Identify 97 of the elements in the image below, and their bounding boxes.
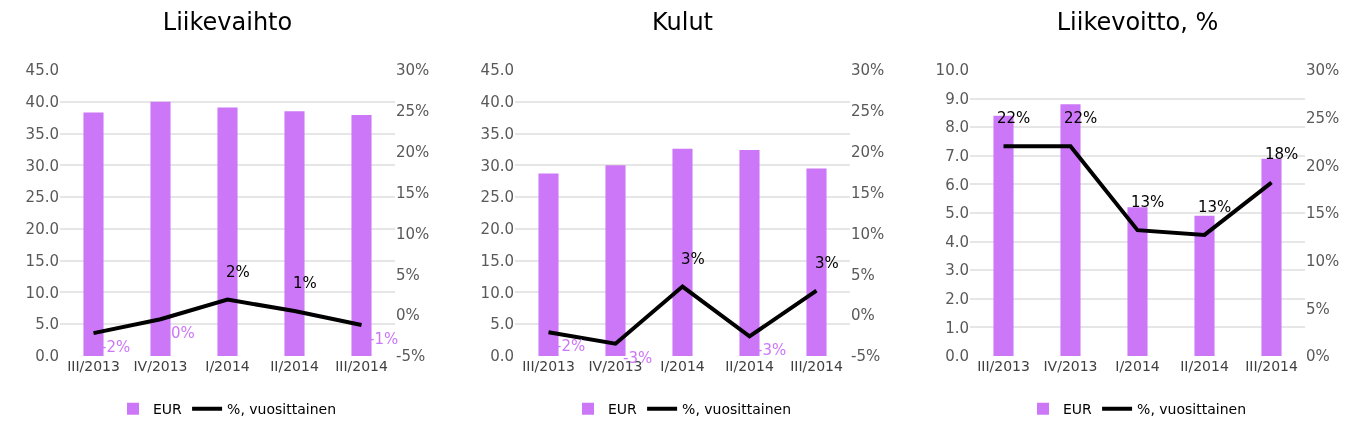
y-tick-label: 40.0 — [480, 93, 514, 112]
y-tick-label: 10.0 — [935, 61, 969, 80]
y2-tick-label: 15% — [1306, 204, 1340, 223]
data-label: 22% — [1064, 109, 1098, 127]
y-tick-label: 5.0 — [945, 204, 969, 223]
legend-label: %, vuosittainen — [682, 401, 792, 418]
y-tick-label: 1.0 — [945, 318, 969, 337]
y2-tick-label: 30% — [851, 61, 885, 80]
y2-tick-label: 5% — [851, 265, 875, 284]
y2-tick-label: 5% — [396, 265, 420, 284]
data-label: -2% — [101, 338, 131, 356]
y2-tick-label: -5% — [396, 347, 426, 366]
x-tick-label: I/2014 — [205, 358, 250, 374]
x-tick-label: II/2014 — [1180, 358, 1229, 374]
y2-tick-label: 5% — [1306, 299, 1330, 318]
x-tick-label: IV/2013 — [1043, 358, 1098, 374]
y-tick-label: 45.0 — [480, 61, 514, 80]
data-label: 2% — [226, 263, 250, 281]
legend-label: %, vuosittainen — [1137, 401, 1247, 418]
y-tick-label: 45.0 — [25, 61, 59, 80]
y2-tick-label: 15% — [396, 183, 430, 202]
data-label: 1% — [293, 274, 317, 292]
legend-label: EUR — [1063, 401, 1093, 418]
x-tick-label: III/2014 — [1245, 358, 1298, 374]
y2-tick-label: 30% — [396, 61, 430, 80]
bar — [538, 173, 559, 356]
y-tick-label: 20.0 — [25, 220, 59, 239]
y2-tick-label: 20% — [396, 142, 430, 161]
legend-label: EUR — [608, 401, 638, 418]
y-tick-label: 10.0 — [480, 283, 514, 302]
bar — [1194, 215, 1215, 356]
y-tick-label: 5.0 — [35, 315, 59, 334]
data-label: 0% — [171, 324, 195, 342]
y2-tick-label: 25% — [851, 102, 885, 121]
line-series — [91, 297, 364, 336]
x-tick-label: III/2013 — [977, 358, 1030, 374]
y-tick-label: 25.0 — [480, 188, 514, 207]
y-tick-label: 40.0 — [25, 93, 59, 112]
bar — [1261, 158, 1282, 356]
y2-tick-label: 25% — [1306, 108, 1340, 127]
y2-tick-label: 20% — [1306, 156, 1340, 175]
chart-title: Liikevoitto, % — [1056, 8, 1219, 37]
y2-tick-label: -5% — [851, 347, 881, 366]
y-tick-label: 9.0 — [945, 89, 969, 108]
data-label: 13% — [1131, 193, 1165, 211]
bar — [1127, 207, 1148, 356]
chart-title: Kulut — [651, 8, 714, 37]
data-label: -1% — [369, 330, 399, 348]
chart-title: Liikevaihto — [162, 8, 293, 37]
y-tick-label: 25.0 — [25, 188, 59, 207]
y-tick-label: 0.0 — [945, 347, 969, 366]
data-label: -3% — [757, 341, 787, 359]
y-tick-label: 10.0 — [25, 283, 59, 302]
legend-label: %, vuosittainen — [227, 401, 337, 418]
y-tick-label: 7.0 — [945, 147, 969, 166]
x-tick-label: II/2014 — [270, 358, 319, 374]
y2-tick-label: 15% — [851, 183, 885, 202]
y-tick-label: 4.0 — [945, 232, 969, 251]
y2-tick-label: 10% — [396, 224, 430, 243]
y2-tick-label: 20% — [851, 142, 885, 161]
data-label: 3% — [681, 250, 705, 268]
y-tick-label: 35.0 — [480, 124, 514, 143]
x-tick-label: III/2013 — [522, 358, 575, 374]
y-tick-label: 0.0 — [35, 347, 59, 366]
data-label: 13% — [1198, 198, 1232, 216]
y-tick-label: 6.0 — [945, 175, 969, 194]
y2-tick-label: 0% — [1306, 347, 1330, 366]
y-tick-label: 0.0 — [490, 347, 514, 366]
bar — [739, 150, 760, 356]
y2-tick-label: 0% — [396, 306, 420, 325]
y-tick-label: 3.0 — [945, 261, 969, 280]
y-tick-label: 15.0 — [480, 251, 514, 270]
data-label: -2% — [556, 337, 586, 355]
y2-tick-label: 10% — [1306, 251, 1340, 270]
y2-tick-label: 30% — [1306, 61, 1340, 80]
y2-tick-label: 0% — [851, 306, 875, 325]
x-tick-label: III/2013 — [67, 358, 120, 374]
legend-label: EUR — [153, 401, 183, 418]
data-label: 3% — [815, 254, 839, 272]
y-tick-label: 2.0 — [945, 290, 969, 309]
y-tick-label: 15.0 — [25, 251, 59, 270]
y-tick-label: 30.0 — [25, 156, 59, 175]
y-tick-label: 35.0 — [25, 124, 59, 143]
x-tick-label: III/2014 — [790, 358, 843, 374]
y2-tick-label: 25% — [396, 102, 430, 121]
y-tick-label: 8.0 — [945, 118, 969, 137]
y-tick-label: 30.0 — [480, 156, 514, 175]
y-tick-label: 20.0 — [480, 220, 514, 239]
x-tick-label: III/2014 — [335, 358, 388, 374]
data-label: 22% — [997, 109, 1031, 127]
x-tick-label: I/2014 — [1115, 358, 1160, 374]
x-tick-label: IV/2013 — [133, 358, 188, 374]
y2-tick-label: 10% — [851, 224, 885, 243]
x-tick-label: I/2014 — [660, 358, 705, 374]
x-tick-label: II/2014 — [725, 358, 774, 374]
y-tick-label: 5.0 — [490, 315, 514, 334]
data-label: 18% — [1265, 145, 1299, 163]
